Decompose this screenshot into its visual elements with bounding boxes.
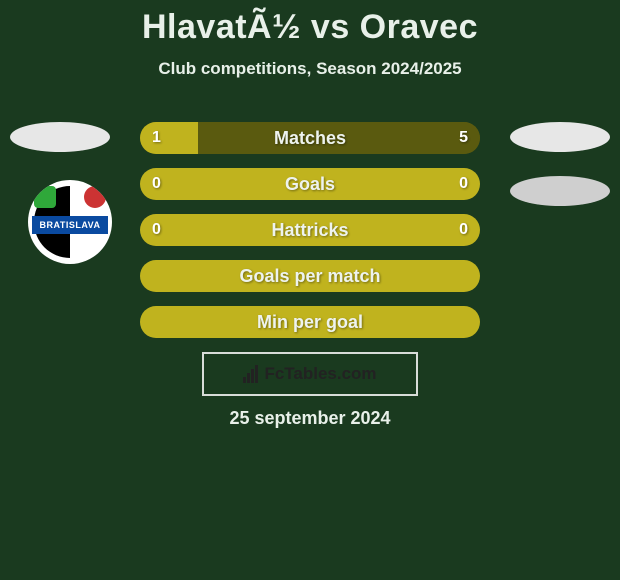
stat-bar-fill-left (140, 122, 198, 154)
club-badge-deco-left (34, 186, 56, 208)
stat-bar-label: Matches (274, 128, 346, 149)
stat-bar-label: Goals (285, 174, 335, 195)
bar-chart-icon (243, 365, 258, 383)
stat-bars: 1 5 Matches 0 0 Goals 0 0 Hattricks Goals per mat… (140, 122, 480, 352)
footer-date: 25 september 2024 (0, 408, 620, 429)
stat-bar-left-value: 0 (152, 175, 161, 193)
stat-bar: 0 0 Goals (140, 168, 480, 200)
club-badge-banner: BRATISLAVA (32, 216, 108, 234)
stat-bar: Min per goal (140, 306, 480, 338)
stat-bar-left-value: 1 (152, 129, 161, 147)
player-left-club-badge: BRATISLAVA (28, 180, 112, 264)
page-title: HlavatÃ½ vs Oravec (0, 0, 620, 47)
stat-bar-right-value: 0 (459, 175, 468, 193)
club-badge-deco-right (84, 186, 106, 208)
stat-bar-left-value: 0 (152, 221, 161, 239)
stat-bar: Goals per match (140, 260, 480, 292)
stat-bar-label: Min per goal (257, 312, 363, 333)
footer-brand-text: FcTables.com (264, 364, 376, 384)
stat-bar-right-value: 5 (459, 129, 468, 147)
player-left-avatar-placeholder (10, 122, 110, 152)
page-subtitle: Club competitions, Season 2024/2025 (0, 59, 620, 79)
stat-bar-right-value: 0 (459, 221, 468, 239)
footer-brand-box: FcTables.com (202, 352, 418, 396)
stat-bar: 0 0 Hattricks (140, 214, 480, 246)
stat-bar-label: Hattricks (271, 220, 348, 241)
stat-bar: 1 5 Matches (140, 122, 480, 154)
player-right-club-placeholder (510, 176, 610, 206)
stat-bar-label: Goals per match (239, 266, 380, 287)
player-right-avatar-placeholder (510, 122, 610, 152)
